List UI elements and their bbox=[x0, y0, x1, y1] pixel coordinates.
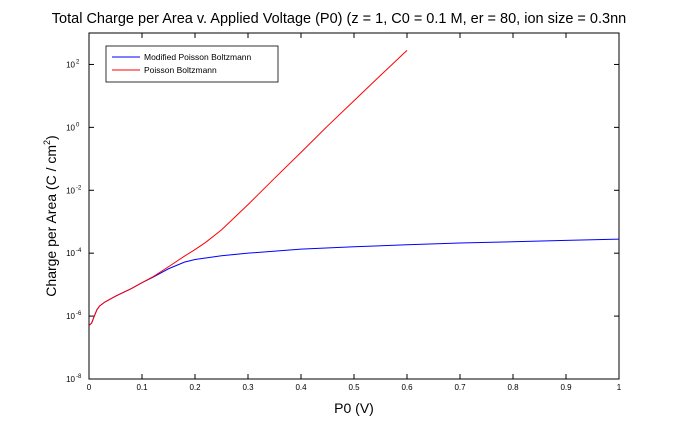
y-tick-exponent: 2 bbox=[76, 59, 80, 65]
legend: Modified Poisson Boltzmann Poisson Boltzm… bbox=[105, 45, 279, 83]
x-tick-label: 0.2 bbox=[189, 383, 201, 392]
y-axis-label-end: ) bbox=[43, 135, 59, 140]
y-tick-label: 10 bbox=[66, 123, 75, 132]
legend-label-0: Modified Poisson Boltzmann bbox=[144, 52, 252, 62]
x-tick-label: 0.9 bbox=[560, 383, 572, 392]
x-tick-label: 0.8 bbox=[507, 383, 519, 392]
x-tick-label: 0.7 bbox=[454, 383, 466, 392]
y-tick-label: 10 bbox=[66, 249, 75, 258]
y-tick-exponent: -8 bbox=[76, 374, 82, 380]
x-tick-label: 0 bbox=[87, 383, 92, 392]
series-line-1 bbox=[89, 50, 408, 326]
y-axis-label-main: Charge per Area (C / cm bbox=[43, 145, 59, 297]
y-tick-exponent: -6 bbox=[76, 311, 82, 317]
y-tick-label: 10 bbox=[66, 60, 75, 69]
y-tick-exponent: 0 bbox=[76, 122, 80, 128]
x-tick-label: 0.6 bbox=[401, 383, 413, 392]
x-tick-label: 1 bbox=[617, 383, 622, 392]
y-tick-exponent: -2 bbox=[76, 185, 82, 191]
legend-label-1: Poisson Boltzmann bbox=[144, 65, 217, 75]
y-tick-label: 10 bbox=[66, 312, 75, 321]
y-tick-exponent: -4 bbox=[76, 248, 82, 254]
x-axis: 0 0.1 0.2 0.3 0.4 0.5 0.6 0.7 0.8 0.9 1 bbox=[87, 33, 622, 392]
x-tick-label: 0.1 bbox=[136, 383, 148, 392]
x-axis-label: P0 (V) bbox=[334, 400, 374, 416]
legend-box bbox=[105, 45, 279, 83]
x-tick-label: 0.4 bbox=[295, 383, 307, 392]
y-axis-label-exp: 2 bbox=[42, 140, 52, 145]
x-tick-label: 0.3 bbox=[242, 383, 254, 392]
y-axis-label: Charge per Area (C / cm2) bbox=[42, 135, 59, 296]
series-layer bbox=[89, 50, 619, 326]
chart-title: Total Charge per Area v. Applied Voltage… bbox=[52, 11, 626, 27]
x-tick-label: 0.5 bbox=[348, 383, 360, 392]
plot-area bbox=[88, 32, 620, 380]
y-tick-label: 10 bbox=[66, 186, 75, 195]
y-tick-label: 10 bbox=[66, 375, 75, 384]
